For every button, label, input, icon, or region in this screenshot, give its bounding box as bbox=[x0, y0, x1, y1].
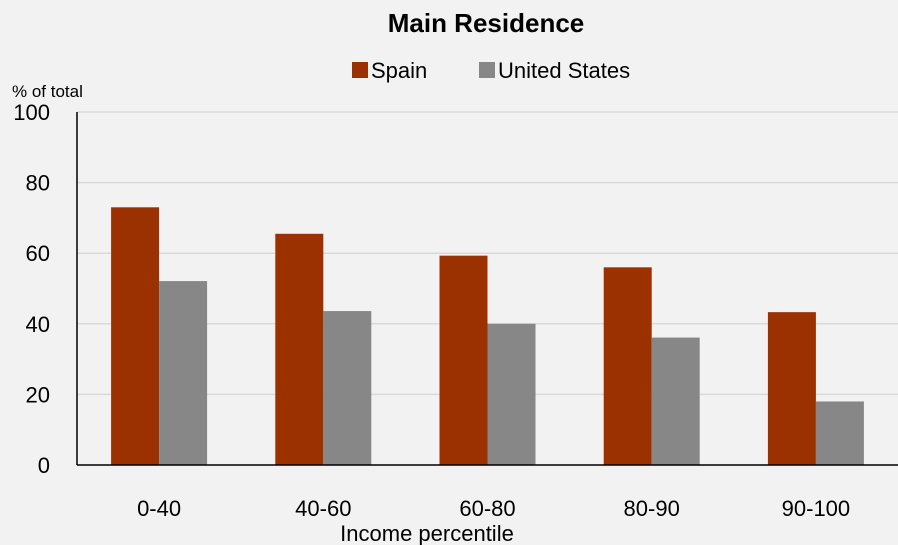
x-axis-title: Income percentile bbox=[340, 521, 514, 545]
y-tick-labels: 0 20 40 60 80 100 bbox=[13, 100, 50, 478]
x-tick-label: 80-90 bbox=[624, 496, 680, 521]
bar-spain-40-60 bbox=[275, 233, 324, 465]
bar-spain-80-90 bbox=[603, 267, 652, 465]
legend-swatch-spain bbox=[352, 62, 368, 78]
gridlines bbox=[77, 111, 898, 396]
y-axis-unit-label: % of total bbox=[12, 82, 83, 101]
bar-spain-60-80 bbox=[439, 255, 488, 465]
chart-title: Main Residence bbox=[388, 8, 585, 38]
bar-spain-0-40 bbox=[111, 207, 160, 465]
y-tick-label: 100 bbox=[13, 100, 50, 125]
legend-label-spain: Spain bbox=[371, 58, 427, 83]
bar-united-states-90-100 bbox=[815, 401, 864, 465]
y-tick-label: 40 bbox=[26, 312, 50, 337]
legend-swatch-united-states bbox=[479, 62, 495, 78]
x-tick-labels: 0-40 40-60 60-80 80-90 90-100 bbox=[137, 496, 850, 521]
y-tick-label: 80 bbox=[26, 171, 50, 196]
bar-spain-90-100 bbox=[767, 312, 816, 465]
bar-united-states-80-90 bbox=[651, 337, 700, 465]
y-tick-label: 20 bbox=[26, 382, 50, 407]
bar-united-states-60-80 bbox=[487, 323, 536, 465]
bar-united-states-40-60 bbox=[323, 311, 372, 465]
axes bbox=[76, 112, 898, 466]
x-tick-label: 0-40 bbox=[137, 496, 181, 521]
x-tick-label: 60-80 bbox=[459, 496, 515, 521]
bar-united-states-0-40 bbox=[159, 281, 208, 465]
legend-label-united-states: United States bbox=[498, 58, 630, 83]
bars bbox=[111, 207, 864, 465]
y-tick-label: 60 bbox=[26, 241, 50, 266]
legend: Spain United States bbox=[352, 58, 630, 83]
x-tick-label: 90-100 bbox=[782, 496, 851, 521]
x-tick-label: 40-60 bbox=[295, 496, 351, 521]
y-tick-label: 0 bbox=[38, 453, 50, 478]
